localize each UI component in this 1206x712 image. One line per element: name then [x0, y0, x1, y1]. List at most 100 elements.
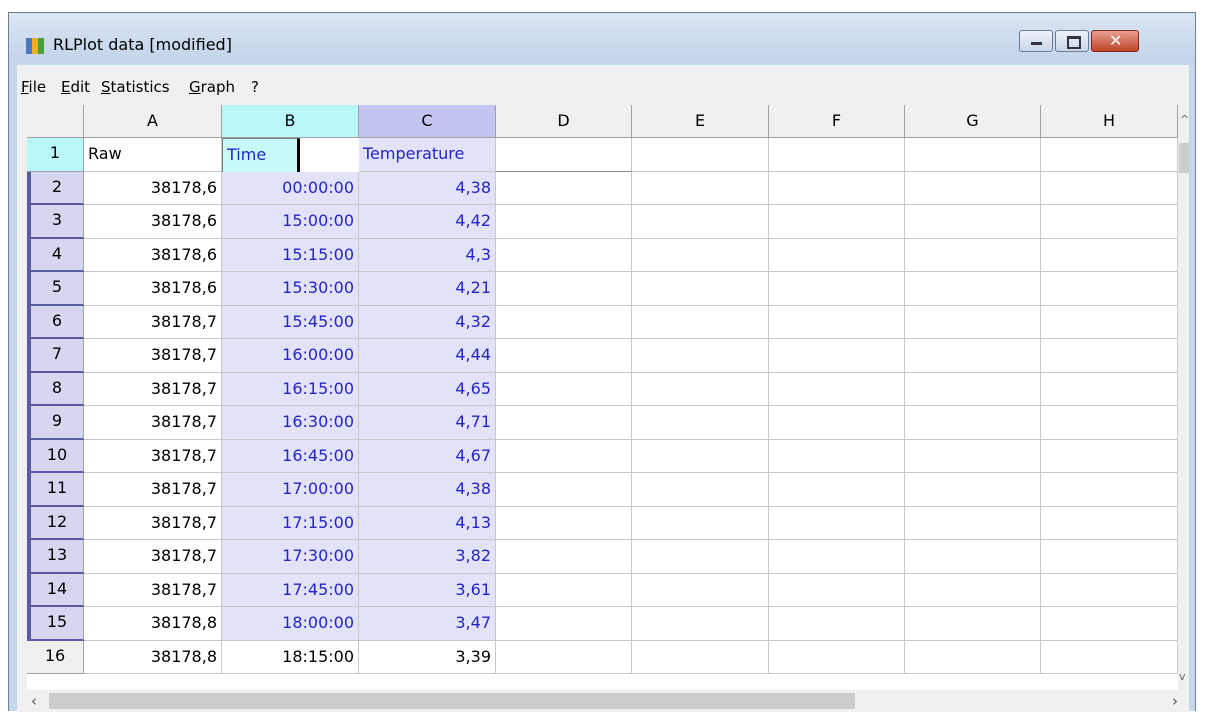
cell[interactable]	[769, 506, 905, 540]
cell[interactable]: 3,39	[359, 640, 496, 674]
cell[interactable]	[1041, 439, 1178, 473]
cell[interactable]: 17:15:00	[222, 506, 359, 540]
row-header[interactable]: 12	[27, 506, 84, 540]
row-header[interactable]: 10	[27, 439, 84, 473]
cell[interactable]: 4,21	[359, 272, 496, 306]
row-header[interactable]: 9	[27, 406, 84, 440]
cell[interactable]	[1041, 171, 1178, 205]
row-header[interactable]: 4	[27, 238, 84, 272]
cell[interactable]	[1041, 540, 1178, 574]
cell[interactable]: 38178,7	[84, 339, 222, 373]
cell[interactable]	[905, 272, 1041, 306]
cell[interactable]	[905, 171, 1041, 205]
cell[interactable]: 16:30:00	[222, 406, 359, 440]
cell[interactable]: 16:15:00	[222, 372, 359, 406]
cell[interactable]: 16:00:00	[222, 339, 359, 373]
menu-item[interactable]: ?	[251, 78, 259, 96]
cell[interactable]: 4,13	[359, 506, 496, 540]
cell[interactable]	[905, 607, 1041, 641]
menu-item[interactable]: Graph	[189, 78, 236, 96]
cell[interactable]	[632, 171, 769, 205]
cell[interactable]: 18:15:00	[222, 640, 359, 674]
column-header[interactable]: C	[359, 105, 496, 138]
cell[interactable]	[496, 573, 632, 607]
cell[interactable]: 38178,8	[84, 640, 222, 674]
cell[interactable]	[632, 372, 769, 406]
cell[interactable]: 38178,7	[84, 439, 222, 473]
cell[interactable]	[769, 205, 905, 239]
cell[interactable]	[496, 439, 632, 473]
vertical-scrollbar[interactable]: ^ v	[1178, 105, 1189, 690]
cell[interactable]: 15:45:00	[222, 305, 359, 339]
cell[interactable]: 4,44	[359, 339, 496, 373]
column-header[interactable]: D	[496, 105, 632, 138]
cell[interactable]	[496, 540, 632, 574]
row-header[interactable]: 8	[27, 372, 84, 406]
row-header[interactable]: 2	[27, 171, 84, 205]
cell[interactable]	[905, 640, 1041, 674]
cell[interactable]: 4,3	[359, 238, 496, 272]
row-header[interactable]: 3	[27, 205, 84, 239]
cell[interactable]: 4,67	[359, 439, 496, 473]
cell[interactable]	[632, 305, 769, 339]
cell[interactable]: 38178,7	[84, 372, 222, 406]
row-header[interactable]: 7	[27, 339, 84, 373]
cell[interactable]: 15:30:00	[222, 272, 359, 306]
maximize-button[interactable]	[1055, 30, 1089, 52]
cell[interactable]	[496, 305, 632, 339]
cell[interactable]	[1041, 305, 1178, 339]
cell[interactable]	[769, 305, 905, 339]
cell[interactable]	[496, 205, 632, 239]
cell[interactable]	[1041, 640, 1178, 674]
cell[interactable]: 17:00:00	[222, 473, 359, 507]
cell[interactable]	[632, 272, 769, 306]
cell[interactable]	[769, 238, 905, 272]
column-header[interactable]: A	[84, 105, 222, 138]
cell[interactable]: 3,47	[359, 607, 496, 641]
cell[interactable]: 38178,7	[84, 573, 222, 607]
cell[interactable]: 38178,7	[84, 473, 222, 507]
cell[interactable]	[632, 640, 769, 674]
cell[interactable]: 17:30:00	[222, 540, 359, 574]
menu-item[interactable]: Edit	[61, 78, 91, 96]
cell[interactable]	[632, 473, 769, 507]
cell[interactable]	[496, 171, 632, 205]
close-button[interactable]: ✕	[1091, 30, 1139, 52]
cell[interactable]	[632, 439, 769, 473]
cell[interactable]	[769, 473, 905, 507]
cell[interactable]	[632, 205, 769, 239]
column-header[interactable]: G	[905, 105, 1041, 138]
cell[interactable]: 17:45:00	[222, 573, 359, 607]
cell[interactable]	[1041, 506, 1178, 540]
cell[interactable]: Raw	[84, 138, 222, 172]
cell[interactable]: 15:15:00	[222, 238, 359, 272]
cell[interactable]	[1041, 607, 1178, 641]
row-header[interactable]: 14	[27, 573, 84, 607]
cell[interactable]	[769, 540, 905, 574]
cell[interactable]	[632, 138, 769, 172]
cell[interactable]	[905, 439, 1041, 473]
cell[interactable]: 38178,6	[84, 238, 222, 272]
cell[interactable]: 15:00:00	[222, 205, 359, 239]
cell[interactable]	[1041, 238, 1178, 272]
cell[interactable]	[632, 238, 769, 272]
menu-item[interactable]: File	[21, 78, 47, 96]
cell[interactable]	[905, 205, 1041, 239]
cell[interactable]	[632, 540, 769, 574]
cell[interactable]: 4,65	[359, 372, 496, 406]
column-header[interactable]: E	[632, 105, 769, 138]
cell[interactable]	[905, 238, 1041, 272]
cell[interactable]	[1041, 473, 1178, 507]
cell[interactable]	[496, 339, 632, 373]
cell[interactable]	[632, 339, 769, 373]
cell[interactable]	[496, 506, 632, 540]
cell[interactable]: 16:45:00	[222, 439, 359, 473]
minimize-button[interactable]	[1019, 30, 1053, 52]
cell[interactable]	[769, 640, 905, 674]
cell[interactable]	[1041, 573, 1178, 607]
horizontal-scrollbar[interactable]: ‹ ›	[27, 690, 1189, 712]
cell[interactable]	[1041, 205, 1178, 239]
column-header[interactable]: F	[769, 105, 905, 138]
cell[interactable]	[496, 272, 632, 306]
cell[interactable]	[1041, 406, 1178, 440]
